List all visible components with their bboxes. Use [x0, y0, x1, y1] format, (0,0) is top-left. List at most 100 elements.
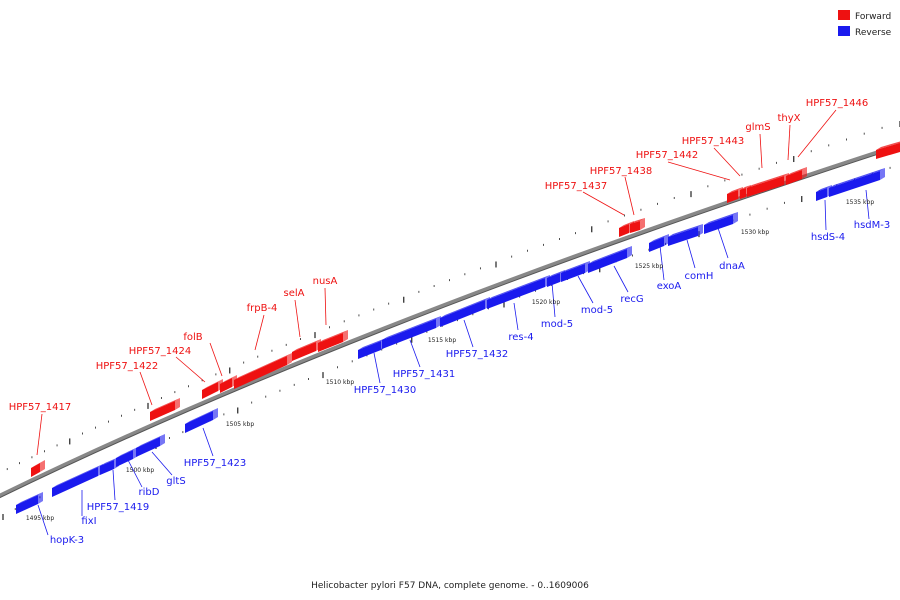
- forward-gene-11-top: [740, 185, 751, 190]
- forward-gene-4-label: folB: [183, 332, 202, 343]
- reverse-gene-18-leader: [865, 189, 870, 220]
- forward-gene-9-side: [640, 218, 645, 230]
- legend-forward-label: Forward: [855, 12, 891, 22]
- scale-label: 1535 kbp: [846, 199, 874, 206]
- reverse-gene-8-side: [436, 316, 441, 328]
- forward-gene-7-top: [318, 330, 348, 343]
- reverse-gene-8-front: [382, 319, 436, 349]
- forward-gene-3-label: HPF57_1424: [129, 346, 191, 357]
- reverse-gene-14-leader: [659, 245, 665, 281]
- reverse-gene-18-side: [880, 168, 885, 180]
- forward-gene-12[interactable]: [747, 173, 789, 197]
- forward-gene-7[interactable]: [318, 330, 348, 352]
- reverse-gene-1[interactable]: [16, 492, 43, 514]
- reverse-gene-1-leader: [37, 504, 49, 536]
- reverse-gene-15-leader: [686, 239, 696, 269]
- reverse-gene-10-front: [487, 278, 545, 309]
- reverse-gene-6-front: [185, 411, 213, 433]
- reverse-gene-3-label: HPF57_1419: [87, 502, 149, 513]
- forward-gene-14-leader: [797, 109, 837, 158]
- forward-gene-5[interactable]: [234, 353, 292, 389]
- legend-reverse-swatch: [838, 26, 850, 36]
- reverse-gene-1-label: hopK-3: [50, 535, 84, 546]
- reverse-gene-14[interactable]: [649, 234, 669, 252]
- reverse-gene-15[interactable]: [668, 224, 703, 246]
- reverse-gene-1-side: [38, 492, 43, 504]
- reverse-gene-8[interactable]: [382, 316, 441, 349]
- gene-features: [16, 140, 900, 514]
- reverse-gene-12-top: [561, 261, 590, 273]
- legend: Forward Reverse: [838, 10, 892, 38]
- reverse-gene-2-top: [52, 464, 103, 488]
- genome-backbone-shade: [0, 146, 900, 499]
- reverse-gene-18[interactable]: [829, 168, 885, 197]
- forward-gene-13-label: thyX: [777, 113, 800, 124]
- forward-gene-14-front: [876, 143, 900, 159]
- forward-gene-6-leader: [294, 299, 301, 338]
- scale-label: 1525 kbp: [635, 263, 663, 270]
- forward-gene-2-label: HPF57_1422: [96, 361, 158, 372]
- forward-gene-3-front: [202, 382, 218, 399]
- scale-label: 1495 kbp: [26, 515, 54, 522]
- scale-label: 1500 kbp: [126, 467, 154, 474]
- reverse-gene-8-top: [382, 316, 441, 340]
- reverse-gene-4-leader: [127, 459, 143, 488]
- reverse-gene-4[interactable]: [116, 447, 138, 467]
- reverse-gene-17-leader: [824, 199, 827, 231]
- reverse-gene-5-side: [160, 434, 165, 446]
- reverse-gene-7[interactable]: [358, 338, 386, 359]
- forward-gene-1-top: [31, 460, 45, 468]
- reverse-gene-4-front: [116, 450, 133, 467]
- reverse-gene-1-top: [16, 492, 43, 505]
- forward-gene-8-top: [619, 221, 634, 228]
- reverse-gene-5-label: gltS: [166, 476, 185, 487]
- reverse-gene-10-top: [487, 275, 550, 300]
- forward-gene-6-top: [292, 339, 321, 352]
- legend-forward-swatch: [838, 10, 850, 20]
- forward-gene-4-leader: [209, 342, 223, 377]
- forward-gene-14[interactable]: [876, 140, 900, 159]
- reverse-gene-16-leader: [717, 227, 729, 259]
- reverse-gene-13[interactable]: [588, 246, 632, 273]
- reverse-gene-11-label: mod-5: [541, 319, 573, 330]
- reverse-gene-16[interactable]: [704, 212, 738, 234]
- reverse-gene-1-front: [16, 495, 38, 514]
- reverse-gene-3-front: [100, 460, 114, 475]
- reverse-gene-16-label: dnaA: [719, 261, 745, 272]
- forward-gene-1[interactable]: [31, 460, 45, 477]
- forward-gene-5-label: frpB-4: [247, 303, 278, 314]
- forward-gene-7-label: nusA: [313, 276, 338, 287]
- forward-gene-12-label: glmS: [745, 122, 770, 133]
- forward-gene-9-top: [630, 218, 645, 224]
- forward-gene-4-front: [220, 378, 232, 393]
- reverse-gene-13-label: recG: [620, 294, 643, 305]
- reverse-gene-5[interactable]: [136, 434, 165, 457]
- reverse-gene-9-label: HPF57_1432: [446, 349, 508, 360]
- scale-labels: 1495 kbp 1500 kbp 1505 kbp 1510 kbp 1515 kbp…: [26, 199, 874, 522]
- reverse-gene-17-top: [816, 185, 832, 192]
- reverse-gene-12[interactable]: [561, 261, 590, 282]
- gene-labels: HPF57_1417 HPF57_1422 HPF57_1424 folB frpB-4…: [9, 98, 890, 546]
- forward-gene-8-leader: [582, 191, 625, 216]
- forward-gene-13[interactable]: [786, 167, 807, 185]
- reverse-gene-3-top: [100, 457, 119, 466]
- reverse-gene-7-label: HPF57_1430: [354, 385, 416, 396]
- forward-gene-8-front: [619, 224, 629, 237]
- forward-gene-6-label: selA: [284, 288, 305, 299]
- reverse-gene-16-front: [704, 215, 733, 234]
- forward-gene-2[interactable]: [150, 398, 180, 421]
- reverse-gene-4-label: ribD: [139, 487, 160, 498]
- forward-gene-13-side: [802, 167, 807, 179]
- reverse-gene-13-leader: [613, 265, 629, 293]
- reverse-gene-12-label: mod-5: [581, 305, 613, 316]
- forward-gene-5-side: [287, 353, 292, 365]
- reverse-gene-9-front: [440, 300, 485, 327]
- forward-gene-12-top: [747, 173, 789, 188]
- forward-gene-9[interactable]: [630, 218, 645, 233]
- reverse-gene-16-top: [704, 212, 738, 225]
- reverse-gene-6[interactable]: [185, 408, 218, 433]
- forward-gene-1-leader: [36, 413, 43, 456]
- forward-gene-3-leader: [175, 356, 206, 383]
- forward-gene-4-top: [220, 375, 237, 384]
